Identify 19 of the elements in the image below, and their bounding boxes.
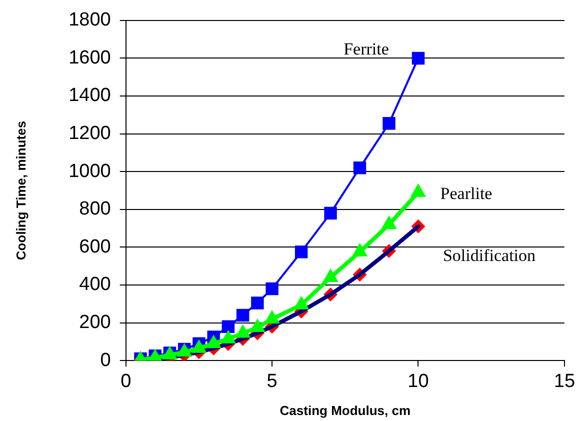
series-label: Solidification: [442, 246, 536, 265]
y-axis-title: Cooling Time, minutes: [13, 120, 28, 260]
y-tick-label: 1200: [68, 123, 111, 144]
y-tick-label: 200: [79, 312, 111, 334]
y-tick-label: 1800: [68, 10, 111, 31]
y-tick-label: 1000: [68, 160, 111, 182]
x-tick-label: 10: [408, 371, 429, 392]
y-tick-label: 400: [79, 274, 111, 296]
y-tick-label: 800: [79, 198, 111, 220]
y-tick-label: 1600: [68, 47, 111, 68]
series-label: Ferrite: [344, 40, 389, 59]
x-tick-label: 0: [120, 371, 132, 392]
x-tick-label: 5: [266, 371, 278, 392]
y-tick-label: 1400: [68, 85, 111, 106]
series-label: Pearlite: [440, 184, 492, 203]
y-tick-label: 600: [79, 236, 111, 258]
x-tick-label: 15: [554, 371, 576, 392]
y-tick-label: 0: [100, 350, 111, 371]
x-axis-title: Casting Modulus, cm: [280, 402, 411, 418]
